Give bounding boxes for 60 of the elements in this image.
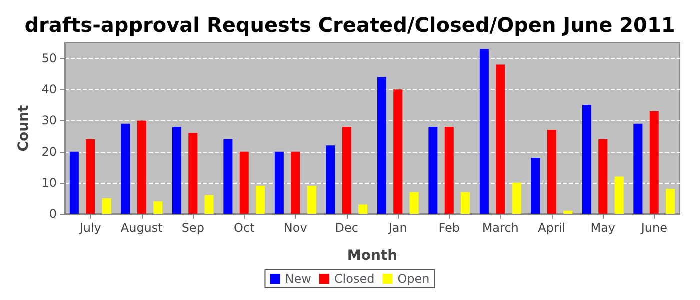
- x-tick-label: Oct: [234, 221, 256, 235]
- bar: [428, 126, 438, 214]
- bar: [307, 186, 316, 214]
- x-tick-label: Sep: [182, 221, 204, 235]
- bar: [172, 126, 182, 214]
- y-tick-label: 10: [42, 176, 57, 190]
- bar: [102, 198, 112, 214]
- bar: [240, 152, 249, 214]
- bar: [137, 120, 146, 214]
- bar: [531, 158, 540, 214]
- x-tick-label: Dec: [335, 221, 358, 235]
- bar: [582, 105, 592, 214]
- x-tick-label: Jan: [388, 221, 408, 235]
- y-tick-label: 20: [42, 144, 57, 159]
- bar: [291, 152, 300, 214]
- bar: [274, 152, 284, 214]
- x-tick-label: March: [482, 221, 519, 235]
- bar: [496, 64, 506, 214]
- bar: [444, 126, 454, 214]
- bar: [564, 210, 573, 214]
- bar: [358, 204, 368, 214]
- x-tick-label: Feb: [438, 221, 460, 235]
- y-tick-label: 40: [42, 82, 57, 97]
- legend-label: Closed: [334, 272, 375, 286]
- bar: [634, 124, 643, 214]
- x-tick-label: August: [120, 221, 164, 235]
- x-tick-label: Nov: [284, 221, 308, 235]
- x-tick-label: May: [590, 221, 616, 235]
- bar: [204, 195, 214, 214]
- x-tick-label: June: [640, 221, 668, 235]
- bar: [410, 192, 419, 214]
- y-tick-label: 50: [42, 52, 57, 66]
- bar: [666, 189, 676, 214]
- x-axis-title: Month: [347, 248, 398, 264]
- bar: [256, 186, 266, 214]
- bar: [461, 192, 470, 214]
- bar: [224, 139, 233, 214]
- bar: [70, 152, 79, 214]
- y-tick-label: 0: [49, 207, 57, 221]
- bar: [86, 139, 96, 214]
- bar: [512, 182, 522, 214]
- bar: [614, 176, 624, 214]
- bar: [342, 126, 352, 214]
- bar: [598, 139, 608, 214]
- x-tick-label: July: [78, 221, 102, 235]
- bar: [121, 124, 130, 214]
- y-axis-title: Count: [16, 104, 32, 152]
- bar: [547, 130, 556, 214]
- legend-label: Open: [398, 272, 430, 286]
- bar: [480, 49, 489, 214]
- bar: [650, 111, 659, 214]
- bar: [188, 133, 198, 214]
- bar: [154, 202, 163, 214]
- y-tick-label: 30: [42, 114, 57, 128]
- chart-title: drafts-approval Requests Created/Closed/Open June 2011: [24, 13, 676, 37]
- bar: [394, 90, 403, 214]
- legend-label: New: [285, 272, 312, 286]
- bar: [377, 77, 386, 214]
- x-tick-label: April: [538, 221, 566, 235]
- bar: [326, 146, 336, 214]
